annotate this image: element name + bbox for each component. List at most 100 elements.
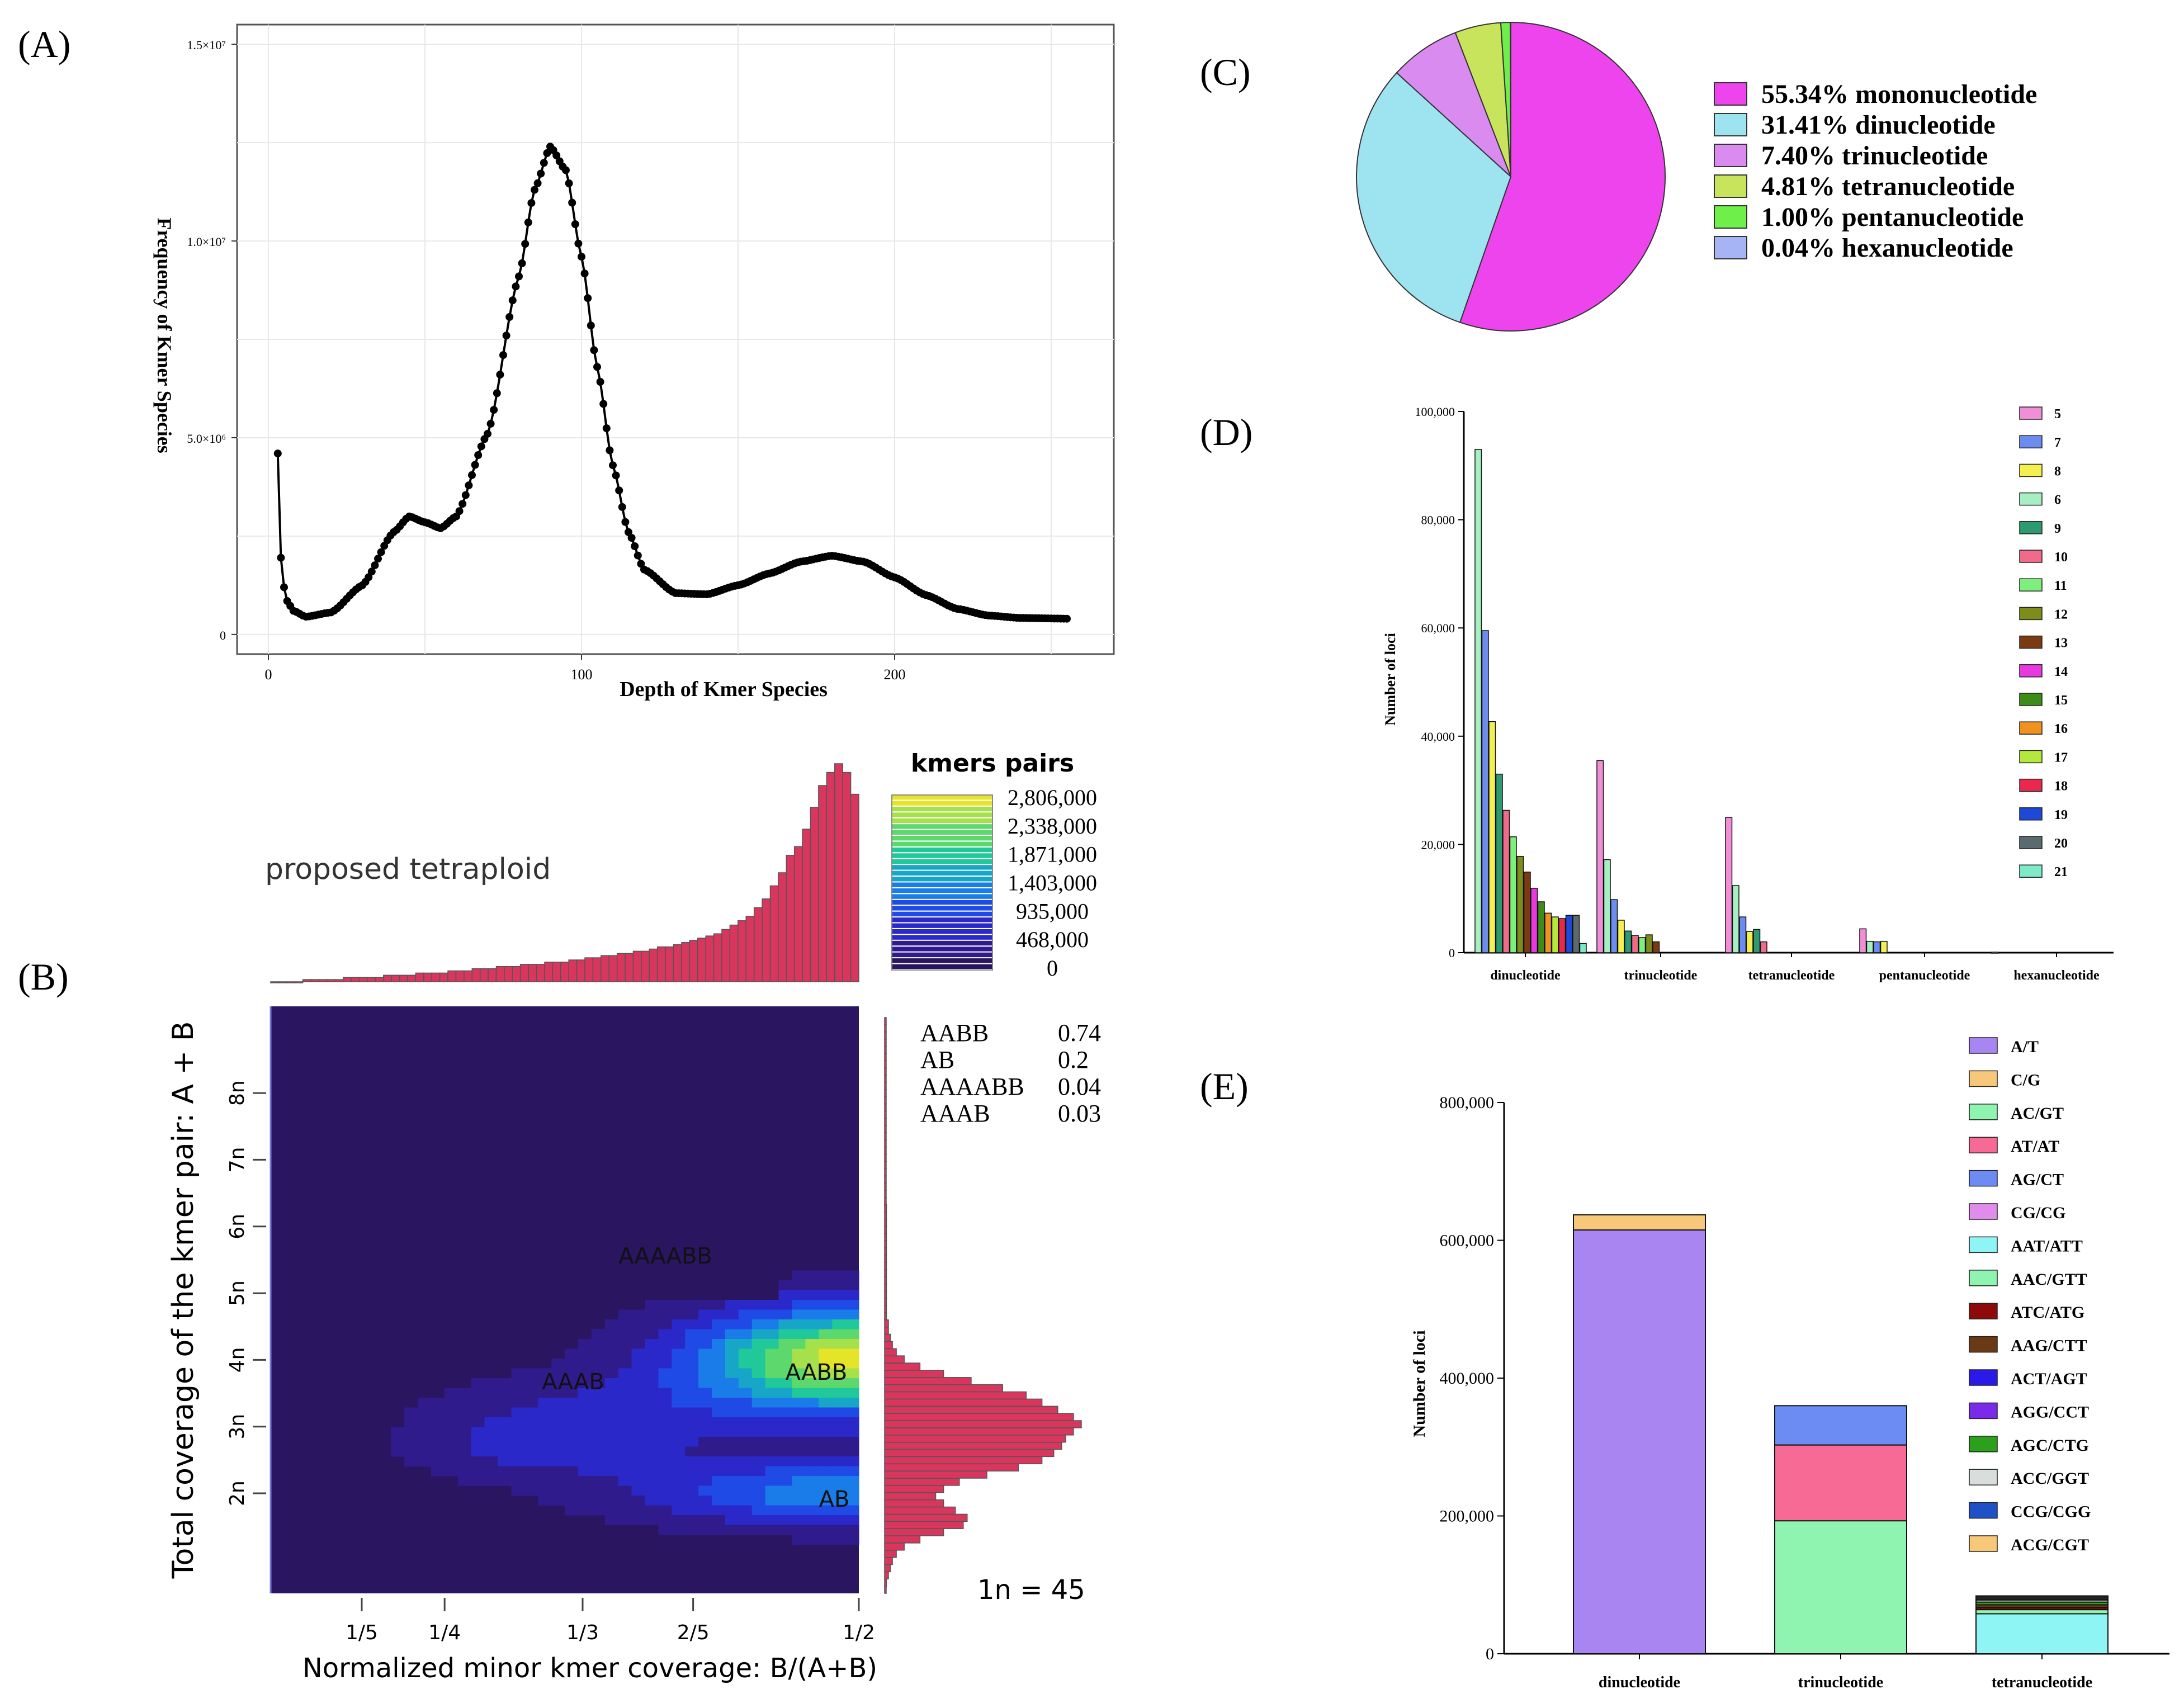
chart-a-grid <box>237 25 1114 654</box>
chart-b-colorbar-label: 1,871,000 <box>1008 842 1097 867</box>
chart-a-point <box>493 389 501 398</box>
chart-b-heat-cell <box>685 1456 699 1467</box>
chart-b-annotation: AB <box>819 1487 850 1512</box>
chart-b-heat-cell <box>658 1388 672 1398</box>
chart-b-heat-cell <box>418 1446 432 1457</box>
chart-b-heat-cell <box>538 1485 552 1496</box>
chart-b-heat-cell <box>738 1407 753 1418</box>
chart-b-right-bar <box>884 1255 887 1263</box>
chart-b-top-bar <box>455 970 465 982</box>
chart-b-heat-cell <box>778 1466 792 1477</box>
chart-e-axes: 0 200,000 400,000 600,000 800,000 dinucleotid… <box>1440 1094 2169 1691</box>
chart-d-legend-label: 12 <box>2054 607 2068 622</box>
chart-b-right-bar <box>884 1564 891 1573</box>
chart-b-heat-cell <box>765 1505 779 1516</box>
chart-b-heat-cell <box>832 1505 846 1516</box>
chart-b-heat-cell <box>738 1446 753 1457</box>
chart-b-right-bar <box>884 1362 921 1371</box>
chart-b-heat-cell <box>658 1505 672 1516</box>
chart-b-heat-cell <box>805 1437 819 1447</box>
chart-c-legend-label: 31.41% dinucleotide <box>1761 110 1996 140</box>
chart-b-colorbar-band <box>892 847 992 853</box>
chart-b-proportion-value: 0.74 <box>1058 1019 1101 1047</box>
chart-d-bar <box>1753 929 1761 953</box>
chart-b-heat-cell <box>418 1417 432 1428</box>
chart-d-legend-swatch <box>2019 406 2043 420</box>
chart-b-heat-cell <box>551 1476 565 1487</box>
chart-b-heat-cell <box>604 1496 619 1506</box>
chart-b-heat-cell <box>591 1446 606 1457</box>
chart-b-heat-cell <box>591 1329 606 1340</box>
chart-b-heat-cell <box>565 1378 579 1389</box>
chart-b-heat-cell <box>845 1417 859 1428</box>
chart-b-heat-cell <box>457 1427 472 1437</box>
chart-b-heat-cell <box>538 1378 552 1389</box>
chart-b-ylabel: Total coverage of the kmer pair: A + B <box>167 1021 200 1579</box>
chart-b-heat-cell <box>712 1515 726 1526</box>
chart-b-heat-cell <box>792 1329 806 1340</box>
chart-b-heat-cell <box>672 1339 686 1350</box>
chart-b-heat-cell <box>751 1515 766 1526</box>
chart-b-heat-cell <box>524 1466 538 1477</box>
chart-b-heat-cell <box>631 1339 645 1350</box>
chart-b-top-bar <box>834 763 843 982</box>
chart-c-slice-hexanucleotide <box>1510 21 1511 177</box>
chart-b-heat-cell <box>658 1398 672 1408</box>
chart-a-point <box>593 363 601 371</box>
chart-b-heat-cell <box>725 1427 739 1437</box>
chart-d-bar <box>1873 941 1881 953</box>
chart-e-legend-swatch <box>1969 1469 1998 1485</box>
chart-b-heat-cell <box>538 1446 552 1457</box>
chart-b-heat-cell <box>832 1446 846 1457</box>
chart-b-right-bar <box>884 1147 887 1155</box>
chart-e-legend-swatch <box>1969 1037 1998 1054</box>
chart-b-heat-cell <box>591 1348 606 1359</box>
chart-b-heat-cell <box>658 1446 672 1457</box>
chart-b-heat-cell <box>751 1388 766 1398</box>
chart-b-heat-cell <box>631 1476 645 1487</box>
chart-b-heat-cell <box>484 1388 498 1398</box>
chart-b-coverage-note: 1n = 45 <box>977 1574 1085 1606</box>
chart-b-heat-cell <box>778 1329 792 1340</box>
chart-b-heat-cell <box>832 1378 846 1389</box>
chart-b-heat-cell <box>698 1466 712 1477</box>
chart-c-legend-swatch <box>1714 144 1747 167</box>
chart-b-heat-cell <box>685 1407 699 1418</box>
chart-b-heat-cell <box>698 1446 712 1457</box>
chart-b-heat-cell <box>832 1388 846 1398</box>
chart-d-bar <box>1732 885 1739 953</box>
chart-b-heat-cell <box>604 1505 619 1516</box>
chart-b-heat-cell <box>805 1427 819 1437</box>
chart-b-heat-cell <box>792 1359 806 1369</box>
chart-c-slices <box>1355 21 1666 332</box>
chart-b-colorbar-band <box>892 900 992 905</box>
chart-b-annotation: AAAABB <box>618 1243 712 1269</box>
chart-b-heat-cell <box>457 1456 472 1467</box>
chart-d-bar <box>1579 943 1587 953</box>
chart-b-heat-cell <box>658 1339 672 1350</box>
chart-b-heat-cell <box>658 1378 672 1389</box>
chart-b-heat-cell <box>444 1456 458 1467</box>
chart-b-right-bar <box>884 1470 987 1479</box>
chart-b-right-bar <box>884 1485 944 1493</box>
chart-b-heat-cell <box>551 1407 565 1418</box>
chart-b-heat-cell <box>832 1437 846 1447</box>
chart-b-right-bar <box>884 1398 1043 1407</box>
chart-b-right-bar <box>884 1024 887 1033</box>
chart-b-heat-cell <box>792 1319 806 1330</box>
chart-b-heat-cell <box>778 1496 792 1506</box>
chart-a-point <box>486 419 495 428</box>
chart-b-right-bar <box>884 1175 887 1184</box>
chart-b-heat-cell <box>738 1515 753 1526</box>
chart-b-heat-cell <box>792 1466 806 1477</box>
chart-b-colorbar-label: 935,000 <box>1016 898 1089 924</box>
chart-b-heat-cell <box>524 1437 538 1447</box>
chart-b-heat-cell <box>845 1339 859 1350</box>
chart-d-bar <box>1572 915 1580 953</box>
chart-b-heat-cell <box>578 1339 592 1350</box>
chart-b-colorbar-band <box>892 894 992 899</box>
chart-b-heat-cell <box>845 1446 859 1457</box>
chart-d-xtick-label: pentanucleotide <box>1879 968 1970 983</box>
chart-b-heat-cell <box>551 1368 565 1379</box>
chart-b-xlabel: Normalized minor kmer coverage: B/(A+B) <box>302 1653 877 1684</box>
